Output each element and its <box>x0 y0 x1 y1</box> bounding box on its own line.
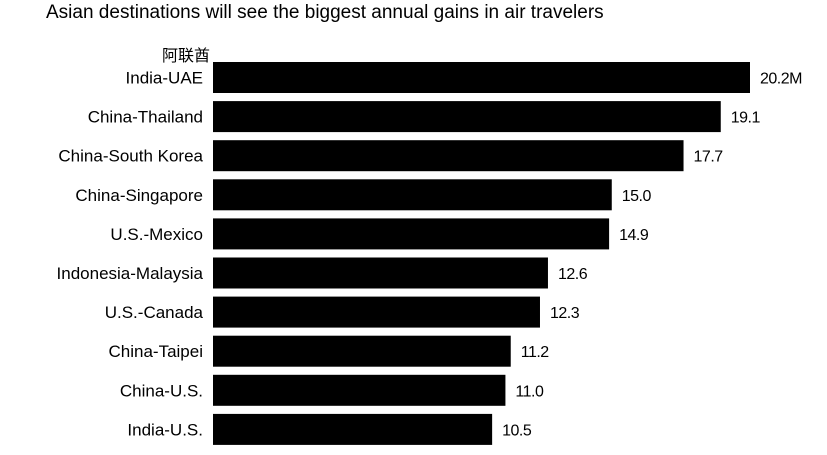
bar-india-u-s <box>213 413 493 445</box>
category-label-india-u-s: India-U.S. <box>127 420 203 439</box>
bar-u-s-mexico <box>213 218 610 250</box>
value-label-india-uae: 20.2M <box>760 71 802 88</box>
value-label-u-s-canada: 12.3 <box>550 305 580 322</box>
bar-indonesia-malaysia <box>213 257 548 289</box>
category-label-china-singapore: China-Singapore <box>75 186 203 205</box>
category-label-indonesia-malaysia: Indonesia-Malaysia <box>57 264 204 283</box>
bar-china-thailand <box>213 101 721 133</box>
india-uae-annotation: 阿联酋 <box>162 46 211 65</box>
bar-china-taipei <box>213 335 511 367</box>
bar-china-south-korea <box>213 140 684 172</box>
bar-india-uae <box>213 62 750 93</box>
bar-china-singapore <box>213 179 612 211</box>
value-label-china-u-s: 11.0 <box>515 383 544 400</box>
value-label-china-south-korea: 17.7 <box>694 149 724 166</box>
category-label-u-s-mexico: U.S.-Mexico <box>110 225 203 244</box>
bar-u-s-canada <box>213 296 540 328</box>
bar-china-u-s <box>213 374 506 406</box>
category-label-china-south-korea: China-South Korea <box>58 147 203 166</box>
category-label-u-s-canada: U.S.-Canada <box>105 303 204 322</box>
value-label-india-u-s: 10.5 <box>502 422 532 439</box>
chart-title: Asian destinations will see the biggest … <box>46 2 604 23</box>
value-label-china-singapore: 15.0 <box>622 188 652 205</box>
value-label-indonesia-malaysia: 12.6 <box>558 266 588 283</box>
category-label-china-taipei: China-Taipei <box>109 342 204 361</box>
value-label-china-thailand: 19.1 <box>731 110 761 127</box>
category-label-india-uae: India-UAE <box>126 69 203 88</box>
category-label-china-u-s: China-U.S. <box>120 381 203 400</box>
value-label-u-s-mexico: 14.9 <box>619 227 649 244</box>
value-label-china-taipei: 11.2 <box>521 344 550 361</box>
category-label-china-thailand: China-Thailand <box>88 108 203 127</box>
